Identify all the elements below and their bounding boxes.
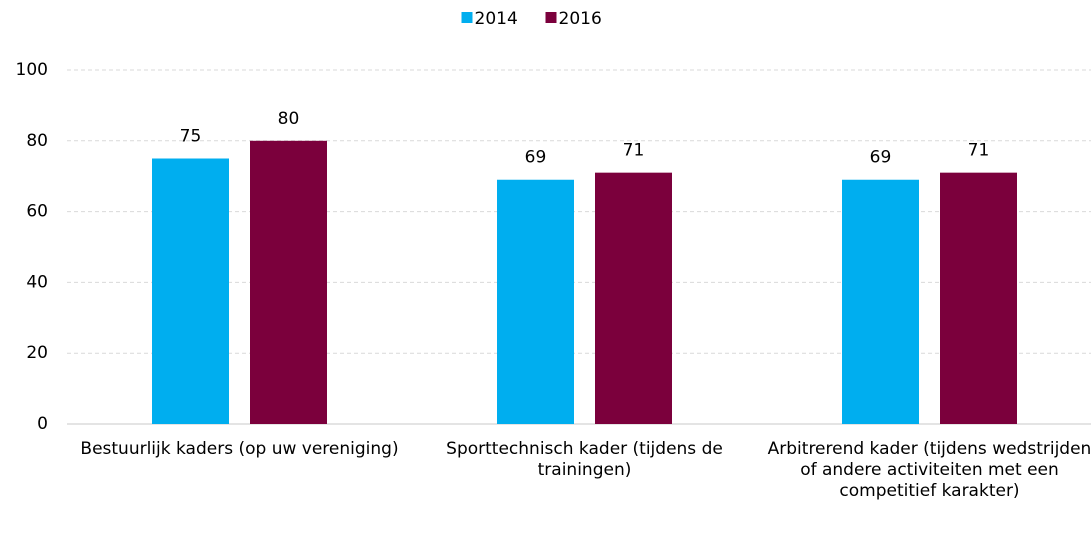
- bar: [250, 140, 327, 425]
- data-label: 71: [623, 141, 645, 161]
- legend-swatch: [461, 12, 473, 23]
- x-tick-label: Arbitrerend kader (tijdens wedstrijden o…: [767, 439, 1091, 501]
- data-label: 80: [278, 109, 300, 129]
- data-label: 71: [968, 141, 990, 161]
- legend-label: 2016: [559, 9, 602, 29]
- bar: [152, 158, 229, 424]
- y-tick-label: 40: [26, 272, 48, 292]
- data-label: 69: [525, 148, 547, 168]
- y-tick-label: 100: [16, 60, 48, 80]
- legend-swatch: [545, 12, 557, 23]
- bar: [497, 179, 574, 424]
- bar: [595, 172, 672, 424]
- data-label: 75: [180, 127, 202, 147]
- x-tick-label: Sporttechnisch kader (tijdens de trainin…: [446, 439, 723, 480]
- data-label: 69: [870, 148, 892, 168]
- y-tick-label: 20: [26, 343, 48, 363]
- bar: [842, 179, 919, 424]
- x-tick-label: Bestuurlijk kaders (op uw vereniging): [80, 439, 399, 459]
- legend-label: 2014: [475, 9, 518, 29]
- y-tick-label: 0: [37, 414, 48, 434]
- y-tick-label: 60: [26, 202, 48, 222]
- bar: [940, 172, 1017, 424]
- y-tick-label: 80: [26, 131, 48, 151]
